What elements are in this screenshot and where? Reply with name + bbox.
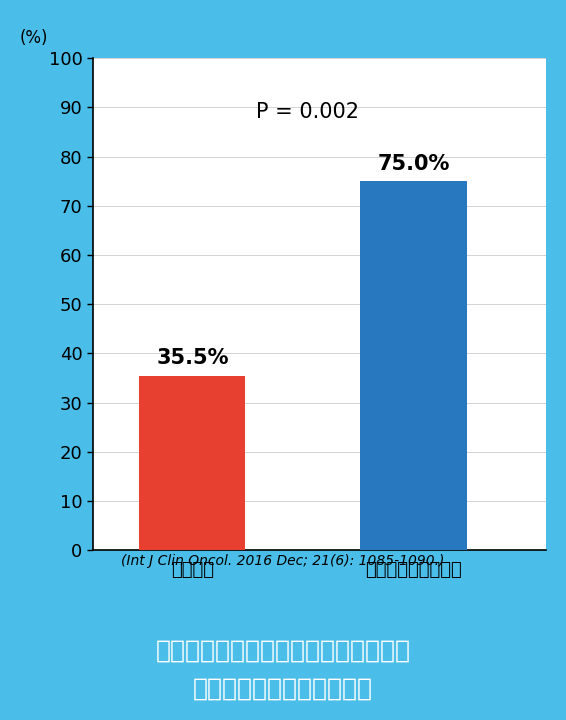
Bar xyxy=(139,376,246,550)
Text: (%): (%) xyxy=(20,30,48,48)
Text: 75.0%: 75.0% xyxy=(378,154,449,174)
Text: (Int J Clin Oncol. 2016 Dec; 21(6): 1085-1090.): (Int J Clin Oncol. 2016 Dec; 21(6): 1085… xyxy=(121,554,445,567)
Text: シスチン／テアニンは抗癌剤の副作用: シスチン／テアニンは抗癌剤の副作用 xyxy=(156,639,410,663)
Text: 35.5%: 35.5% xyxy=(156,348,229,368)
Text: P = 0.002: P = 0.002 xyxy=(256,102,359,122)
Bar xyxy=(361,181,466,550)
Text: を軽減し、完遂率を高める: を軽減し、完遂率を高める xyxy=(193,677,373,701)
